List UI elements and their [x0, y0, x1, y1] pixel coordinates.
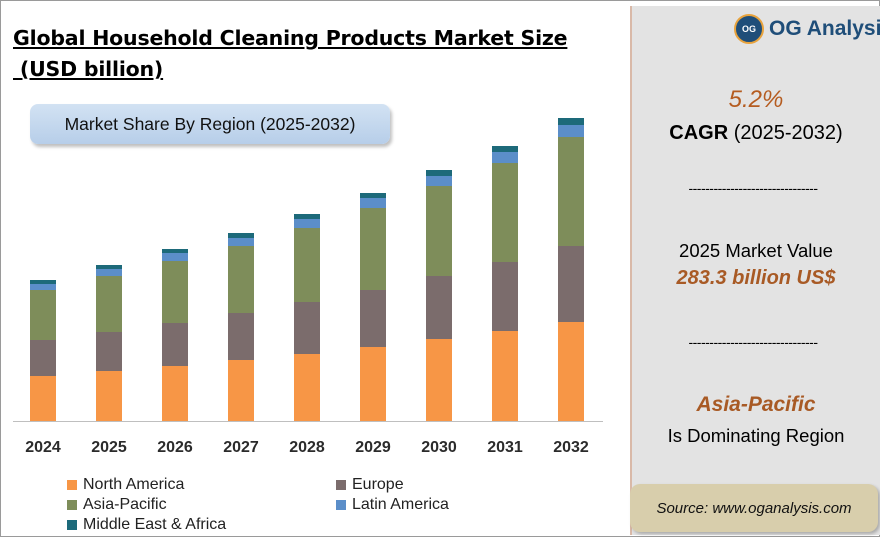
bar-2027-europe — [228, 313, 254, 360]
subtitle-text: Market Share By Region (2025-2032) — [64, 113, 356, 134]
bar-2027-asia-pacific — [228, 246, 254, 313]
bar-2031-europe — [492, 262, 518, 331]
bar-2026-latin-america — [162, 253, 188, 261]
bar-2032-europe — [558, 246, 584, 322]
bar-2028-latin-america — [294, 219, 320, 228]
bar-2026-europe — [162, 323, 188, 366]
bar-2025-europe — [96, 332, 122, 371]
bar-2032-asia-pacific — [558, 137, 584, 246]
summary-panel: OG OG Analysis 5.2% CAGR (2025-2032) ---… — [630, 6, 880, 535]
bar-2029-asia-pacific — [360, 208, 386, 290]
bar-2026-middle-east-africa — [162, 249, 188, 253]
x-tick-label: 2026 — [157, 439, 193, 456]
legend-label: North America — [83, 476, 185, 493]
legend-item: Europe — [336, 476, 404, 494]
legend-swatch — [336, 480, 346, 490]
bar-2029-europe — [360, 290, 386, 347]
chart-title: Global Household Cleaning Products Marke… — [13, 23, 568, 85]
legend-item: Middle East & Africa — [67, 516, 226, 534]
legend-label: Middle East & Africa — [83, 516, 227, 533]
legend-item: Latin America — [336, 496, 449, 514]
legend-label: Latin America — [352, 496, 449, 513]
bar-2028-north-america — [294, 354, 320, 421]
bar-2028-europe — [294, 302, 320, 354]
x-tick-label: 2027 — [223, 439, 259, 456]
legend-label: Asia-Pacific — [83, 496, 167, 513]
bar-2027-north-america — [228, 360, 254, 421]
chart-title-line1: Global Household Cleaning Products Marke… — [13, 26, 568, 50]
bar-2030-latin-america — [426, 176, 452, 186]
dominating-region-text: Is Dominating Region — [667, 425, 845, 446]
bar-2028-asia-pacific — [294, 228, 320, 302]
bar-2031-latin-america — [492, 152, 518, 163]
market-value-label: 2025 Market Value — [679, 240, 833, 261]
bar-2024-asia-pacific — [30, 290, 56, 340]
cagr-value: 5.2% — [728, 86, 784, 113]
divider-1: ------------------------------- — [688, 180, 818, 196]
bar-2025-middle-east-africa — [96, 265, 122, 269]
bar-2025-north-america — [96, 371, 122, 421]
legend-swatch — [67, 500, 77, 510]
legend-item: North America — [67, 476, 184, 494]
legend-swatch — [67, 520, 77, 530]
og-logo-icon: OG — [734, 14, 764, 44]
x-tick-label: 2030 — [421, 439, 457, 456]
bar-2027-latin-america — [228, 238, 254, 246]
bar-2031-north-america — [492, 331, 518, 421]
chart-title-line2: (USD billion) — [13, 57, 164, 81]
bar-2026-asia-pacific — [162, 261, 188, 323]
brand-logo: OG OG Analysis — [734, 14, 880, 44]
x-tick-label: 2028 — [289, 439, 325, 456]
x-tick-label: 2025 — [91, 439, 127, 456]
bar-2031-middle-east-africa — [492, 146, 518, 152]
x-tick-label: 2029 — [355, 439, 391, 456]
bar-2032-middle-east-africa — [558, 118, 584, 125]
bar-2032-latin-america — [558, 125, 584, 137]
bar-2024-north-america — [30, 376, 56, 421]
source-box: Source: www.oganalysis.com — [630, 484, 878, 532]
bar-2029-latin-america — [360, 198, 386, 208]
bar-2030-asia-pacific — [426, 186, 452, 276]
x-tick-label: 2024 — [25, 439, 61, 456]
bar-2028-middle-east-africa — [294, 214, 320, 219]
x-tick-label: 2032 — [553, 439, 589, 456]
bar-2024-middle-east-africa — [30, 280, 56, 284]
dominating-region: Asia-Pacific — [696, 393, 816, 416]
bar-2024-latin-america — [30, 284, 56, 290]
bar-2025-asia-pacific — [96, 276, 122, 332]
divider-2: ------------------------------- — [688, 334, 818, 350]
bar-2026-north-america — [162, 366, 188, 421]
bar-2031-asia-pacific — [492, 163, 518, 262]
bar-2032-north-america — [558, 322, 584, 421]
legend-swatch — [67, 480, 77, 490]
legend-swatch — [336, 500, 346, 510]
bar-2024-europe — [30, 340, 56, 376]
subtitle-badge: Market Share By Region (2025-2032) — [30, 104, 390, 144]
market-value: 283.3 billion US$ — [676, 267, 836, 289]
stacked-bar-chart: 2024 2025 2026 2027 2028 2029 2030 2031 2032 — [13, 118, 603, 456]
bar-2027-middle-east-africa — [228, 233, 254, 238]
legend-item: Asia-Pacific — [67, 496, 167, 514]
bar-2029-middle-east-africa — [360, 193, 386, 198]
bar-2029-north-america — [360, 347, 386, 421]
cagr-label-bold: CAGR — [669, 122, 729, 144]
source-text: Source: www.oganalysis.com — [656, 499, 852, 517]
bar-2030-europe — [426, 276, 452, 339]
cagr-label: CAGR (2025-2032) — [632, 122, 880, 145]
legend-label: Europe — [352, 476, 404, 493]
bar-2025-latin-america — [96, 269, 122, 276]
bar-2030-north-america — [426, 339, 452, 421]
bar-2030-middle-east-africa — [426, 170, 452, 176]
brand-name: OG Analysis — [769, 17, 880, 40]
x-tick-label: 2031 — [487, 439, 523, 456]
cagr-label-period: (2025-2032) — [728, 122, 843, 144]
